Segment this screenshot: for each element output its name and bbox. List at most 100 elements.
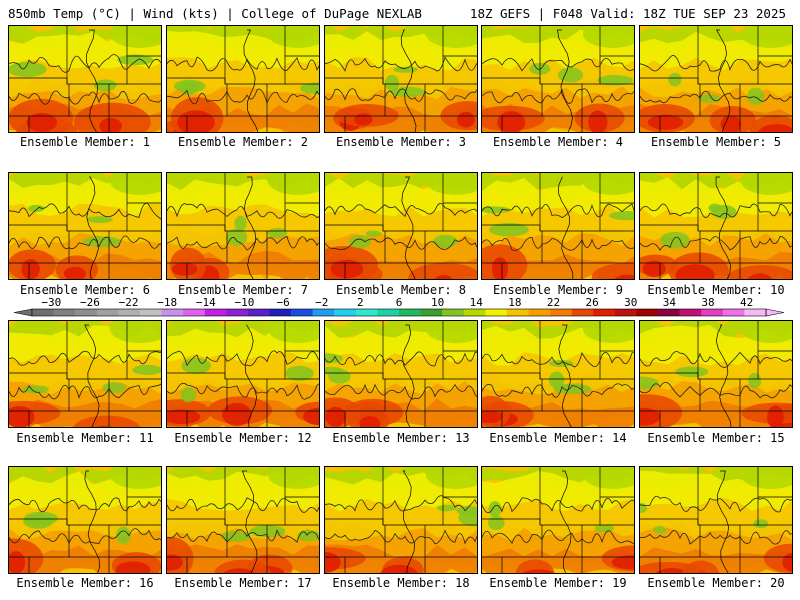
colorbar-segment bbox=[506, 309, 529, 316]
member-label: Ensemble Member: 1 bbox=[19, 135, 151, 149]
member-label: Ensemble Member: 9 bbox=[492, 283, 624, 297]
isotherm-contour bbox=[325, 88, 477, 102]
isotherm-contour bbox=[167, 497, 319, 513]
isotherm-contour bbox=[482, 383, 634, 398]
ensemble-member-panel bbox=[8, 25, 162, 133]
cool-patch bbox=[102, 382, 126, 393]
hot-core bbox=[115, 561, 151, 573]
cool-patch bbox=[653, 525, 667, 534]
member-label: Ensemble Member: 18 bbox=[332, 576, 470, 590]
hot-core bbox=[655, 567, 689, 573]
isotherm-contour bbox=[9, 54, 161, 73]
isotherm-contour bbox=[482, 497, 634, 514]
cool-patch bbox=[93, 79, 117, 92]
cool-patch bbox=[299, 82, 319, 95]
isotherm-contour bbox=[482, 237, 634, 251]
river-line bbox=[86, 176, 99, 279]
member-map bbox=[167, 26, 319, 132]
cool-patch bbox=[234, 215, 247, 231]
hot-core bbox=[353, 113, 373, 126]
colorbar-min-arrow bbox=[13, 308, 33, 317]
state-border bbox=[382, 26, 444, 85]
colorbar-tick-label: 26 bbox=[586, 296, 599, 309]
warm-core bbox=[515, 559, 555, 573]
hot-core bbox=[167, 554, 183, 571]
colorbar-tick-label: −22 bbox=[119, 296, 139, 309]
cool-patch bbox=[425, 173, 477, 195]
isotherm-contour bbox=[167, 56, 319, 72]
colorbar-tick-label: 6 bbox=[396, 296, 403, 309]
colorbar-segment bbox=[32, 309, 54, 316]
colorbar-segment bbox=[571, 309, 594, 316]
member-map bbox=[167, 321, 319, 427]
river-line bbox=[402, 470, 415, 573]
cool-patch bbox=[267, 173, 319, 195]
colorbar-segment bbox=[550, 309, 573, 316]
cool-patch bbox=[747, 87, 765, 105]
state-border bbox=[224, 467, 286, 526]
hot-core bbox=[380, 564, 418, 573]
colorbar-max-arrow bbox=[765, 308, 785, 317]
ensemble-member-panel bbox=[639, 25, 793, 133]
isotherm-contour bbox=[640, 530, 792, 545]
cool-patch bbox=[487, 515, 505, 531]
member-map bbox=[9, 321, 161, 427]
hot-core bbox=[96, 425, 112, 427]
cool-patch bbox=[425, 321, 477, 343]
hot-core bbox=[614, 274, 634, 279]
state-border bbox=[224, 321, 286, 380]
member-map bbox=[167, 467, 319, 573]
member-map bbox=[167, 173, 319, 279]
river-line bbox=[84, 470, 101, 573]
cool-patch bbox=[489, 222, 529, 237]
cool-patch bbox=[582, 467, 634, 489]
isotherm-contour bbox=[9, 497, 161, 513]
cool-patch bbox=[384, 74, 400, 91]
cool-patch bbox=[328, 369, 351, 384]
river-line bbox=[558, 324, 572, 427]
ensemble-member-panel bbox=[166, 466, 320, 574]
state-border bbox=[382, 321, 444, 380]
cool-patch bbox=[597, 75, 634, 86]
cool-patch bbox=[285, 365, 314, 381]
cool-patch bbox=[389, 86, 427, 97]
isotherm-contour bbox=[9, 383, 161, 400]
hot-core bbox=[497, 111, 526, 132]
colorbar-segment bbox=[96, 309, 119, 316]
isotherm-contour bbox=[167, 350, 319, 367]
colorbar-segment bbox=[377, 309, 400, 316]
cool-patch bbox=[22, 385, 49, 394]
cool-patch bbox=[9, 61, 47, 77]
colorbar-segment bbox=[226, 309, 249, 316]
state-border bbox=[66, 467, 128, 526]
ensemble-member-panel bbox=[639, 320, 793, 428]
chart-title: 850mb Temp (°C) | Wind (kts) | College o… bbox=[8, 6, 422, 21]
hot-core bbox=[456, 111, 475, 128]
cool-patch bbox=[711, 204, 737, 219]
hot-core bbox=[325, 406, 346, 427]
isotherm-contour bbox=[640, 495, 792, 513]
cool-patch bbox=[180, 387, 197, 403]
cool-patch bbox=[109, 467, 161, 489]
warm-core bbox=[682, 560, 719, 573]
cool-patch bbox=[267, 26, 319, 48]
member-map bbox=[640, 173, 792, 279]
cool-patch bbox=[548, 371, 565, 389]
hot-core bbox=[167, 409, 201, 425]
colorbar-segment bbox=[658, 309, 680, 316]
cool-patch bbox=[132, 364, 161, 375]
hot-core bbox=[63, 266, 86, 279]
colorbar-tick-label: 22 bbox=[547, 296, 560, 309]
member-label: Ensemble Member: 20 bbox=[647, 576, 785, 590]
member-map bbox=[482, 26, 634, 132]
cool-patch bbox=[608, 211, 634, 221]
cool-patch bbox=[425, 467, 477, 489]
ensemble-member-panel bbox=[324, 320, 478, 428]
member-label: Ensemble Member: 12 bbox=[174, 431, 312, 445]
cool-patch bbox=[181, 357, 212, 374]
cool-patch bbox=[27, 204, 45, 213]
hot-core bbox=[434, 274, 453, 279]
ensemble-member-panel bbox=[324, 172, 478, 280]
state-border bbox=[224, 173, 286, 232]
